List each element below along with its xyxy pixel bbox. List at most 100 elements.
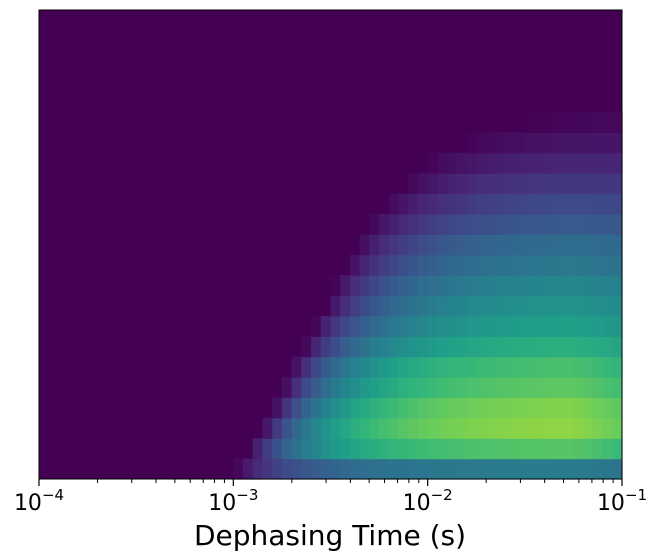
heatmap-cell xyxy=(583,234,594,256)
heatmap-cell xyxy=(466,336,477,358)
heatmap-cell xyxy=(592,152,604,174)
heatmap-cell xyxy=(602,377,613,399)
heatmap-cell xyxy=(573,152,584,174)
heatmap-cell xyxy=(369,275,380,297)
heatmap-cell xyxy=(379,356,390,378)
heatmap-cell xyxy=(515,275,526,297)
heatmap-cell xyxy=(330,275,341,297)
heatmap-cell xyxy=(427,254,438,276)
heatmap-cell xyxy=(379,213,390,235)
heatmap-cell xyxy=(388,336,400,358)
heatmap-cell xyxy=(330,336,341,358)
heatmap-cell xyxy=(262,438,273,460)
heatmap-cell xyxy=(476,438,487,460)
heatmap-cell xyxy=(427,336,438,358)
heatmap-cell xyxy=(515,132,526,154)
heatmap-cell xyxy=(349,438,361,460)
heatmap-cell xyxy=(417,295,429,317)
heatmap-cell xyxy=(505,193,516,215)
heatmap-cell xyxy=(437,458,448,480)
heatmap-cell xyxy=(301,377,312,399)
heatmap-cell xyxy=(349,295,361,317)
heatmap-cell xyxy=(553,377,565,399)
heatmap-cell xyxy=(485,173,497,195)
heatmap-cell xyxy=(340,458,351,480)
heatmap-cell xyxy=(553,438,565,460)
heatmap-cell xyxy=(553,458,565,480)
heatmap-cell xyxy=(612,458,623,480)
heatmap-cell xyxy=(612,295,623,317)
heatmap-cell xyxy=(330,356,341,378)
heatmap-cell xyxy=(592,377,604,399)
heatmap-cell xyxy=(534,356,545,378)
heatmap-cell xyxy=(515,458,526,480)
heatmap-cell xyxy=(524,275,536,297)
heatmap-cell xyxy=(379,377,390,399)
heatmap-cell xyxy=(602,417,613,439)
heatmap-cell xyxy=(437,295,448,317)
heatmap-cell xyxy=(602,111,613,133)
heatmap-cell xyxy=(398,234,409,256)
heatmap-cell xyxy=(476,254,487,276)
heatmap-cell xyxy=(379,417,390,439)
heatmap-cell xyxy=(388,254,400,276)
heatmap-cell xyxy=(612,132,623,154)
heatmap-cell xyxy=(359,315,370,337)
heatmap-cell xyxy=(456,295,468,317)
heatmap-cell xyxy=(485,315,497,337)
heatmap-cell xyxy=(612,234,623,256)
heatmap-cell xyxy=(272,417,283,439)
heatmap-cell xyxy=(612,315,623,337)
heatmap-cell xyxy=(456,377,468,399)
heatmap-cell xyxy=(388,213,400,235)
heatmap-cell xyxy=(447,152,458,174)
heatmap-cell xyxy=(495,458,506,480)
heatmap-cell xyxy=(437,234,448,256)
heatmap-cell xyxy=(602,275,613,297)
heatmap-cell xyxy=(505,458,516,480)
heatmap-cell xyxy=(592,417,604,439)
heatmap-cell xyxy=(524,458,536,480)
heatmap-cell xyxy=(476,356,487,378)
heatmap-cell xyxy=(495,254,506,276)
heatmap-cell xyxy=(427,356,438,378)
heatmap-cell xyxy=(466,275,477,297)
heatmap-cell xyxy=(408,295,419,317)
heatmap-cell xyxy=(534,173,545,195)
heatmap-cell xyxy=(349,336,361,358)
heatmap-cell xyxy=(340,315,351,337)
heatmap-cell xyxy=(583,173,594,195)
heatmap-cell xyxy=(349,275,361,297)
heatmap-cell xyxy=(466,152,477,174)
heatmap-cell xyxy=(388,458,400,480)
heatmap-cell xyxy=(476,193,487,215)
heatmap-cell xyxy=(534,397,545,419)
heatmap-cell xyxy=(573,417,584,439)
heatmap-cell xyxy=(583,132,594,154)
heatmap-cell xyxy=(592,254,604,276)
heatmap-cell xyxy=(427,234,438,256)
heatmap-cell xyxy=(583,254,594,276)
heatmap-cell xyxy=(359,336,370,358)
heatmap-cell xyxy=(466,254,477,276)
heatmap-cell xyxy=(583,193,594,215)
heatmap-cell xyxy=(447,397,458,419)
heatmap-cell xyxy=(544,377,555,399)
heatmap-cell xyxy=(320,336,332,358)
heatmap-cell xyxy=(592,458,604,480)
heatmap-cell xyxy=(349,417,361,439)
heatmap-cell xyxy=(398,254,409,276)
heatmap-cell xyxy=(408,213,419,235)
heatmap-cell xyxy=(456,417,468,439)
heatmap-cell xyxy=(524,377,536,399)
heatmap-cell xyxy=(349,458,361,480)
heatmap-cell xyxy=(330,315,341,337)
heatmap-cell xyxy=(311,356,322,378)
heatmap-cell xyxy=(379,315,390,337)
heatmap-cell xyxy=(427,193,438,215)
heatmap-cell xyxy=(476,397,487,419)
heatmap-cell xyxy=(456,213,468,235)
heatmap-cell xyxy=(476,213,487,235)
heatmap-cell xyxy=(485,417,497,439)
heatmap-cell xyxy=(583,275,594,297)
